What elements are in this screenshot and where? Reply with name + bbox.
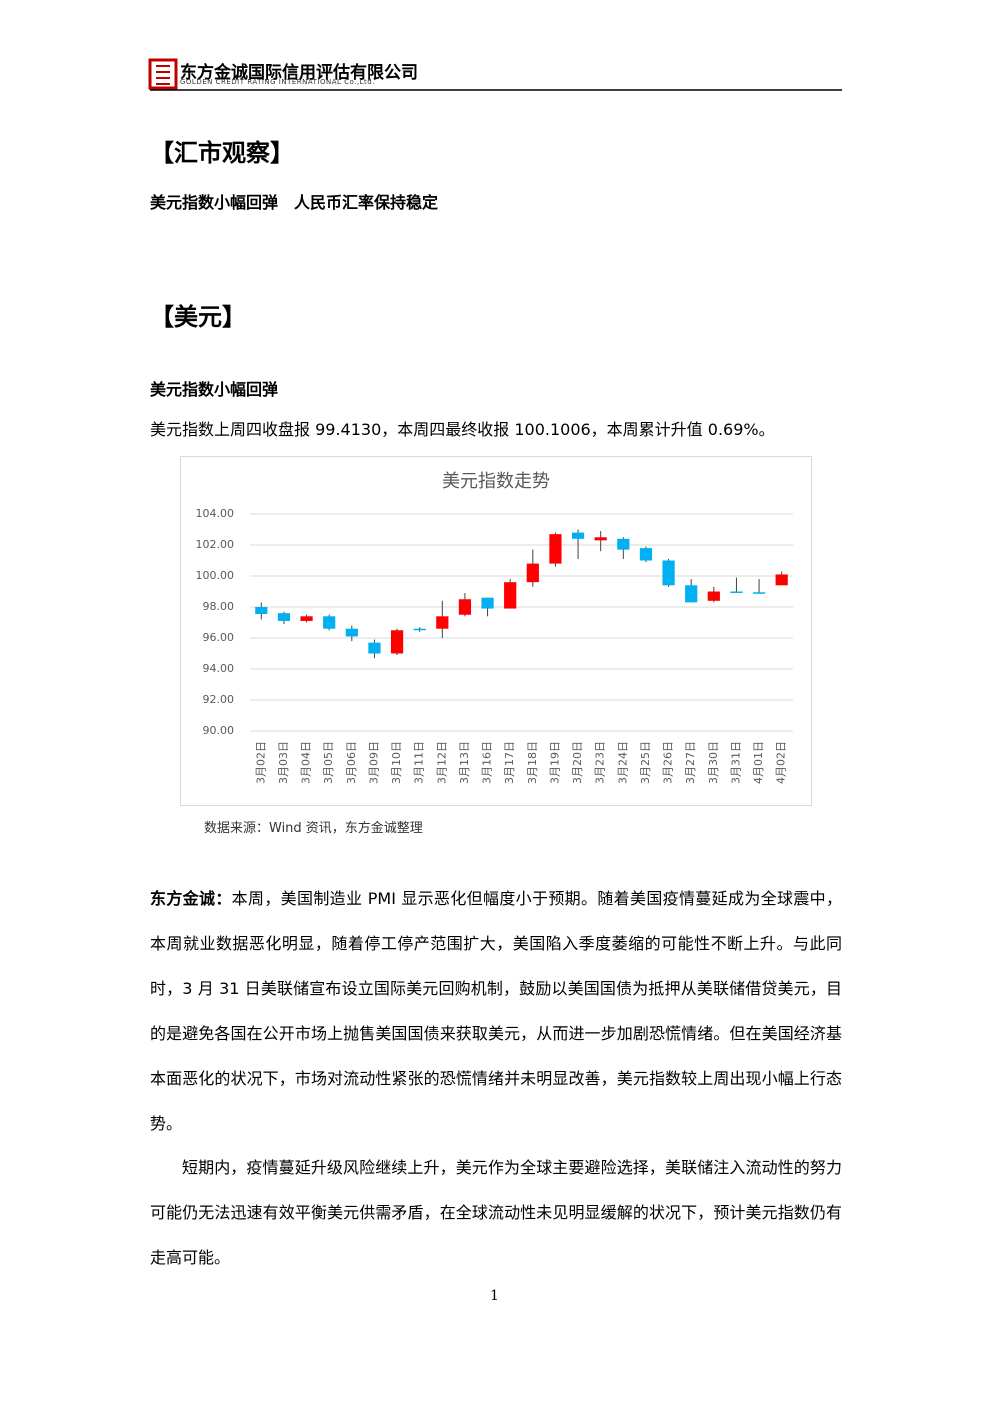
y-tick-label: 96.00 (203, 631, 235, 644)
x-tick-label: 3月04日 (300, 741, 313, 784)
x-tick-label: 3月09日 (367, 741, 380, 784)
x-tick-label: 3月02日 (254, 741, 267, 784)
x-tick-label: 3月23日 (594, 741, 607, 784)
x-tick-label: 3月27日 (684, 741, 697, 784)
header-logo (148, 58, 842, 91)
x-tick-label: 3月10日 (390, 741, 403, 784)
x-tick-label: 3月11日 (413, 741, 426, 784)
x-tick-label: 3月18日 (526, 741, 539, 784)
candle-body (662, 560, 675, 586)
x-tick-label: 3月05日 (322, 741, 335, 784)
y-tick-label: 92.00 (203, 693, 235, 706)
x-tick-label: 3月03日 (277, 741, 290, 784)
candle-body (390, 630, 404, 654)
candle-body (458, 599, 472, 615)
candle-body (617, 538, 630, 550)
x-tick-label: 3月30日 (707, 741, 720, 784)
candle-body (436, 616, 449, 629)
paragraph: 短期内，疫情蔓延升级风险继续上升，美元作为全球主要避险选择，美联储注入流动性的努… (150, 1158, 842, 1267)
y-tick-label: 100.00 (196, 569, 235, 582)
candle-body (481, 597, 494, 609)
chart-border (180, 456, 812, 806)
chart-title: 美元指数走势 (442, 471, 550, 492)
x-tick-label: 4月01日 (752, 741, 765, 784)
candle-body (685, 585, 698, 603)
chart: 美元指数走势 90.00 92.00 94.00 96.00 98.00 100.00 10… (180, 456, 812, 806)
y-tick-label: 94.00 (203, 662, 235, 675)
x-tick-label: 3月19日 (548, 741, 561, 784)
subsection-title: 【美元】 (150, 303, 246, 331)
source-note: 数据来源：Wind 资讯，东方金诚整理 (204, 821, 423, 836)
candle-body (752, 592, 766, 594)
candle-body (277, 613, 291, 621)
candle-body (345, 628, 358, 637)
x-tick-label: 3月06日 (345, 741, 358, 784)
candle-body (571, 532, 585, 539)
y-tick-label: 104.00 (196, 507, 235, 520)
candle-body (255, 607, 268, 614)
y-tick-label: 98.00 (203, 600, 235, 613)
x-tick-label: 4月02日 (775, 741, 788, 784)
candle-body (730, 591, 743, 593)
subheading: 美元指数小幅回弹 (150, 380, 279, 399)
candle-body (594, 537, 607, 541)
x-tick-label: 3月16日 (481, 741, 494, 784)
company-name-en: GOLDEN CREDIT RATING INTERNATIONAL Co.,L… (180, 78, 375, 86)
company-name: 东方金诚国际信用评估有限公司 (180, 63, 418, 83)
candle-body (707, 591, 720, 601)
candle-body (639, 548, 653, 561)
paragraph-lead: 东方金诚： (150, 889, 232, 908)
x-tick-label: 3月20日 (571, 741, 584, 784)
x-tick-label: 3月24日 (616, 741, 629, 784)
page-number: 1 (490, 1288, 499, 1304)
candle-body (549, 534, 562, 564)
y-tick-label: 102.00 (196, 538, 235, 551)
headline: 美元指数小幅回弹 人民币汇率保持稳定 (150, 193, 439, 212)
x-tick-label: 3月26日 (662, 741, 675, 784)
x-tick-label: 3月13日 (458, 741, 471, 784)
candle-body (775, 574, 788, 586)
paragraph: 东方金诚：本周，美国制造业 PMI 显示恶化但幅度小于预期。随着美国疫情蔓延成为… (150, 876, 842, 1146)
x-tick-label: 3月31日 (729, 741, 742, 784)
x-tick-label: 3月17日 (503, 741, 516, 784)
candle-body (526, 563, 539, 583)
candle-body (413, 628, 426, 631)
candle-body (300, 616, 313, 621)
intro: 美元指数上周四收盘报 99.4130，本周四最终收报 100.1006，本周累计… (150, 420, 775, 439)
candle-body (323, 616, 336, 629)
section-title: 【汇市观察】 (150, 139, 294, 167)
x-tick-label: 3月25日 (639, 741, 652, 784)
x-tick-label: 3月12日 (435, 741, 448, 784)
candle-body (504, 582, 517, 609)
y-tick-label: 90.00 (203, 724, 235, 737)
paragraph-text: 本周，美国制造业 PMI 显示恶化但幅度小于预期。随着美国疫情蔓延成为全球震中，… (150, 889, 842, 1133)
candle-body (368, 642, 381, 654)
